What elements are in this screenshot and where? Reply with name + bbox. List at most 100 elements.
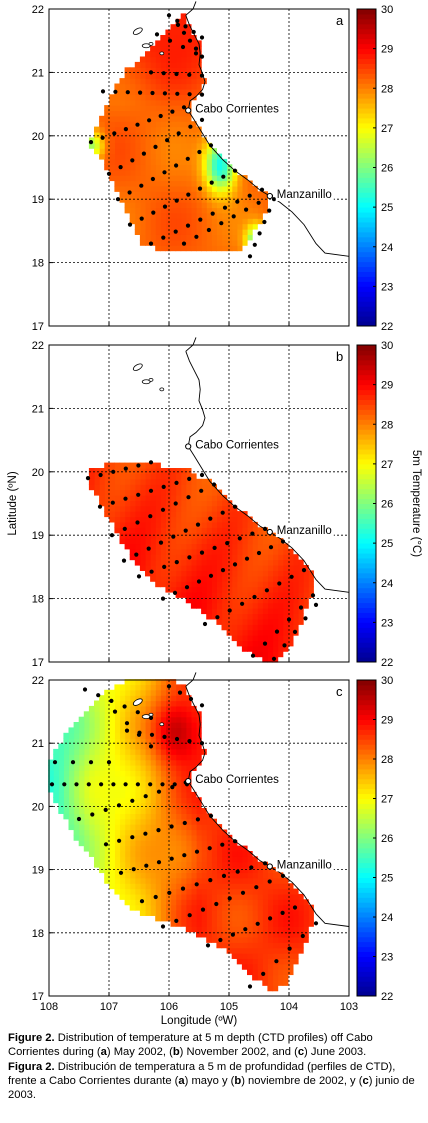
- station-point: [215, 615, 220, 620]
- heat-cell: [206, 532, 212, 539]
- heat-cell: [241, 936, 248, 943]
- station-point: [166, 13, 172, 18]
- heat-cell: [221, 856, 228, 863]
- colorbar-swatch: [357, 73, 376, 79]
- heat-cell: [104, 867, 110, 874]
- heat-cell: [236, 635, 243, 642]
- station-point: [70, 760, 76, 765]
- heat-cell: [201, 229, 207, 235]
- heat-cell: [206, 158, 212, 165]
- heat-cell: [175, 45, 182, 52]
- heat-cell: [236, 212, 243, 219]
- heat-cell: [277, 559, 284, 566]
- heat-cell: [298, 936, 304, 943]
- heat-cell: [272, 640, 279, 647]
- heat-cell: [292, 591, 299, 598]
- heat-cell: [221, 915, 228, 922]
- heat-cell: [185, 716, 192, 723]
- heat-cell: [257, 207, 263, 214]
- station-point: [267, 879, 272, 884]
- heat-cell: [150, 521, 156, 528]
- heat-cell: [83, 716, 90, 723]
- station-point: [125, 90, 130, 95]
- heat-cell: [216, 543, 223, 550]
- heat-cell: [180, 121, 187, 128]
- heat-cell: [109, 126, 115, 133]
- station-point: [162, 204, 168, 209]
- heat-cell: [226, 548, 233, 555]
- station-point: [173, 229, 178, 234]
- heat-cell: [170, 191, 177, 198]
- heat-cell: [119, 473, 126, 480]
- heat-cell: [94, 716, 100, 723]
- station-point: [310, 593, 316, 598]
- heat-cell: [277, 565, 284, 571]
- station-point: [247, 193, 252, 198]
- station-point: [176, 131, 181, 136]
- heat-cell: [170, 180, 177, 187]
- heat-cell: [94, 711, 100, 718]
- colorbar-swatch: [357, 759, 376, 765]
- heat-cell: [185, 489, 192, 496]
- y-tick-label: 22: [32, 675, 44, 687]
- heat-cell: [236, 538, 243, 545]
- heat-cell: [165, 570, 172, 577]
- heat-cell: [114, 861, 121, 868]
- heat-cell: [145, 72, 151, 79]
- heat-cell: [150, 877, 156, 884]
- heat-cell: [165, 35, 172, 41]
- heat-cell: [160, 61, 166, 68]
- heat-cell: [160, 872, 166, 879]
- heat-cell: [165, 824, 172, 831]
- colorbar-swatch: [357, 389, 376, 396]
- heat-cell: [190, 72, 197, 79]
- heat-cell: [78, 781, 85, 788]
- heat-cell: [226, 554, 233, 561]
- heat-cell: [241, 958, 248, 965]
- heat-cell: [196, 245, 202, 252]
- heat-cell: [119, 818, 126, 825]
- colorbar-tick-label: 25: [381, 538, 393, 550]
- colorbar-swatch: [357, 449, 376, 455]
- heat-cell: [129, 180, 136, 187]
- heat-cell: [145, 521, 151, 528]
- heat-cell: [139, 473, 146, 480]
- heat-cell: [236, 570, 243, 577]
- heat-cell: [262, 575, 268, 582]
- colorbar-tick-label: 27: [381, 794, 393, 806]
- station-point: [196, 579, 202, 584]
- heat-cell: [94, 861, 100, 868]
- heat-cell: [226, 180, 233, 187]
- colorbar-swatch: [357, 572, 376, 579]
- heat-cell: [165, 883, 172, 890]
- heat-cell: [216, 212, 223, 219]
- heat-cell: [165, 543, 172, 550]
- heat-cell: [236, 942, 243, 949]
- heat-cell: [277, 635, 284, 642]
- heat-cell: [129, 511, 136, 518]
- heat-cell: [236, 575, 243, 582]
- heat-cell: [160, 180, 166, 187]
- station-point: [197, 149, 202, 155]
- heat-cell: [190, 61, 197, 68]
- heat-cell: [155, 169, 161, 176]
- heat-cell: [196, 212, 202, 219]
- heat-cell: [83, 743, 90, 750]
- heat-cell: [180, 711, 187, 718]
- colorbar-swatch: [357, 147, 376, 154]
- heat-cell: [109, 158, 115, 165]
- heat-cell: [145, 462, 151, 469]
- heat-cell: [73, 818, 80, 825]
- colorbar-swatch: [357, 533, 376, 539]
- heat-cell: [155, 229, 161, 235]
- heat-cell: [190, 94, 197, 101]
- heat-cell: [221, 920, 228, 927]
- heat-cell: [201, 554, 207, 561]
- heat-cell: [150, 802, 156, 809]
- heat-cell: [114, 158, 121, 165]
- heat-cell: [180, 791, 187, 798]
- heat-cell: [236, 883, 243, 890]
- heat-cell: [277, 597, 284, 604]
- colorbar-swatch: [357, 862, 376, 869]
- station-point: [162, 564, 167, 570]
